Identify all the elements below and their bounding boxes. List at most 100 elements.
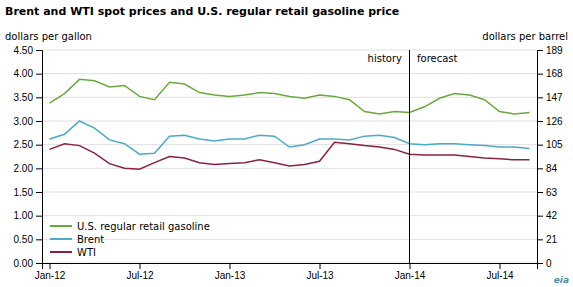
tick: 3.50 [14, 92, 42, 103]
tick-label: Jul-12 [126, 270, 154, 281]
legend-item: U.S. regular retail gasoline [50, 221, 210, 232]
tick: 0.50 [14, 234, 42, 245]
tick-mark [537, 97, 543, 98]
y-axis: 0.00 0.50 1.00 1.50 2.00 2.50 3.00 3.50 4.00 4.50 [14, 45, 43, 269]
tick-mark [36, 121, 42, 122]
tick-mark [537, 74, 543, 75]
grid-line [42, 50, 537, 51]
tick-label: 21 [546, 234, 558, 245]
annotation: forecast [417, 53, 458, 64]
legend-swatch [50, 251, 72, 253]
marks [50, 50, 530, 263]
tick-mark [36, 216, 42, 217]
grid-line [42, 121, 537, 122]
tick-label: 168 [546, 68, 563, 79]
tick-mark [36, 168, 42, 169]
tick: 21 [537, 234, 558, 245]
series-line [50, 142, 530, 169]
annotation: eia [554, 275, 569, 285]
tick: 2.50 [14, 139, 42, 150]
legend-swatch [50, 238, 72, 240]
tick-label: 0.50 [14, 234, 34, 245]
tick-label: 3.50 [14, 92, 34, 103]
tick-label: Jul-14 [486, 270, 514, 281]
tick: 0.00 [14, 258, 42, 269]
tick: 63 [537, 187, 558, 198]
tick: Jul-12 [126, 263, 154, 281]
tick-mark [500, 263, 501, 269]
tick-label: 2.00 [14, 163, 34, 174]
plot: 0.00 0.50 1.00 1.50 2.00 2.50 3.00 3.50 4.00 4.50… [14, 45, 564, 281]
tick-label: 189 [546, 45, 563, 56]
tick-label: Jan-12 [35, 270, 66, 281]
tick-label: 1.00 [14, 210, 34, 221]
tick-label: Jan-13 [215, 270, 246, 281]
legend-swatch [50, 225, 72, 227]
axis-line [36, 51, 43, 264]
grid-line [42, 192, 537, 193]
annotation: history [368, 53, 402, 64]
legend-label: Brent [77, 234, 104, 245]
tick-mark [230, 263, 231, 269]
tick-label: 84 [546, 163, 558, 174]
grid-line [42, 239, 537, 240]
axis-line [43, 264, 538, 270]
tick: Jan-14 [395, 263, 426, 281]
grid-line [42, 215, 537, 216]
legend-label: WTI [77, 247, 96, 258]
tick-label: Jul-13 [306, 270, 334, 281]
tick-mark [36, 239, 42, 240]
x-axis: Jan-12 Jul-12 Jan-13 Jul-13 Jan-14 Jul-14 [35, 263, 538, 281]
tick-label: 147 [546, 92, 563, 103]
tick-label: 4.50 [14, 45, 34, 56]
legend-item: Brent [50, 234, 104, 245]
tick-label: 4.00 [14, 68, 34, 79]
tick-mark [320, 263, 321, 269]
tick: 0 [537, 258, 552, 269]
tick: 1.50 [14, 187, 42, 198]
tick-mark [410, 263, 411, 269]
tick-mark [36, 145, 42, 146]
tick-mark [537, 168, 543, 169]
tick: Jul-14 [486, 263, 514, 281]
tick: 84 [537, 163, 558, 174]
tick: 1.00 [14, 210, 42, 221]
chart: Brent and WTI spot prices and U.S. regul… [0, 0, 573, 287]
tick-label: 0 [546, 258, 552, 269]
tick: 147 [537, 92, 563, 103]
tick-mark [537, 216, 543, 217]
tick: 3.00 [14, 116, 42, 127]
divider-line [409, 50, 410, 263]
tick-mark [36, 74, 42, 75]
grid-line [42, 168, 537, 169]
tick-mark [50, 263, 51, 269]
tick-mark [36, 97, 42, 98]
tick: Jan-13 [215, 263, 246, 281]
tick: 2.00 [14, 163, 42, 174]
tick-label: 42 [546, 210, 558, 221]
tick: 4.00 [14, 68, 42, 79]
tick: 126 [537, 116, 563, 127]
axis-line [538, 51, 544, 264]
tick-label: Jan-14 [395, 270, 426, 281]
tick: Jul-13 [306, 263, 334, 281]
series-line [50, 79, 530, 114]
tick-label: 3.00 [14, 116, 34, 127]
tick-mark [537, 192, 543, 193]
tick: 189 [537, 45, 563, 56]
tick-label: 63 [546, 187, 558, 198]
tick-mark [537, 121, 543, 122]
tick: 168 [537, 68, 563, 79]
title: Brent and WTI spot prices and U.S. regul… [5, 5, 399, 18]
tick-mark [537, 239, 543, 240]
tick-label: 105 [546, 139, 563, 150]
grid [42, 50, 537, 263]
tick-label: 0.00 [14, 258, 34, 269]
tick: 105 [537, 139, 563, 150]
series-line [50, 121, 530, 154]
y2-axis: 0 21 42 63 84 105 126 147 168 189 [537, 45, 563, 269]
tick-mark [537, 50, 543, 51]
grid-line [42, 73, 537, 74]
legend-label: U.S. regular retail gasoline [77, 221, 210, 232]
tick-label: 2.50 [14, 139, 34, 150]
